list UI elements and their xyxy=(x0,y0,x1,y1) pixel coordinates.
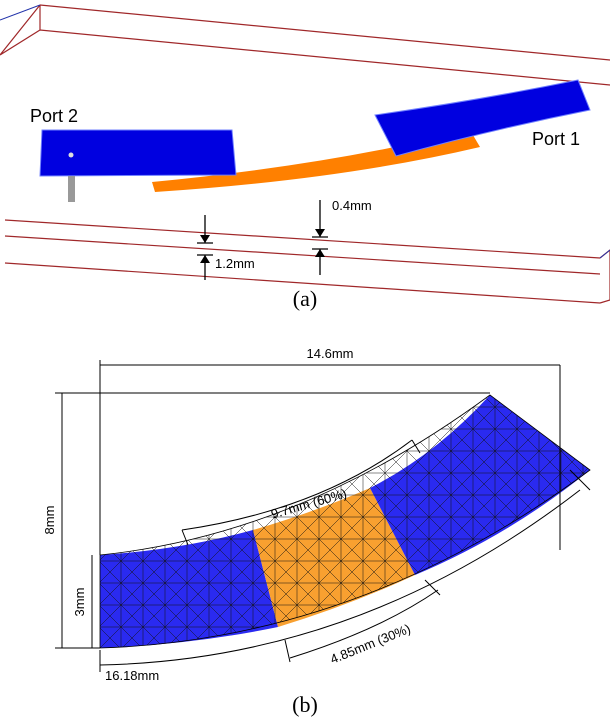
figure: Port 2 Port 1 0.4mm 1.2mm (a) 14.6mm 8mm… xyxy=(0,0,610,726)
dimension-label: 1.2mm xyxy=(215,256,255,271)
dimension-label: 0.4mm xyxy=(332,198,372,213)
port-label: Port 2 xyxy=(30,106,78,126)
dimension-label: 14.6mm xyxy=(307,346,354,361)
caption: (a) xyxy=(293,286,317,311)
dimension-label: 8mm xyxy=(42,506,57,535)
top-substrate xyxy=(0,5,610,85)
via xyxy=(69,153,74,158)
mesh-strip xyxy=(100,395,590,648)
dimension-label: 16.18mm xyxy=(105,668,159,683)
probe xyxy=(68,176,75,202)
dimension-label: 3mm xyxy=(72,588,87,617)
port2-patch xyxy=(40,130,236,176)
port-label: Port 1 xyxy=(532,129,580,149)
caption: (b) xyxy=(292,692,318,717)
